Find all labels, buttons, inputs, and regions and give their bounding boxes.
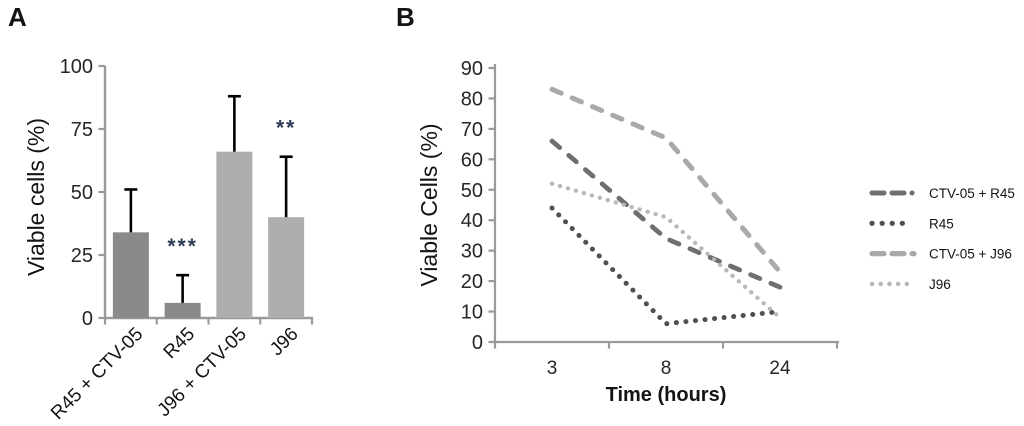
panel-b-x-axis-title: Time (hours) (606, 384, 727, 406)
panel-b-y-tick-label: 30 (461, 241, 483, 263)
panel-a-category-label: J96 + CTV-05 (154, 324, 251, 421)
panel-b-y-tick-label: 60 (461, 149, 483, 171)
panel-b-x-tick-label: 24 (769, 358, 791, 379)
panel-b-y-axis-title: Viable Cells (%) (416, 123, 442, 286)
bar-r45-ctv-05 (112, 232, 149, 318)
panel-b-y-tick-label: 0 (472, 332, 483, 354)
panel-a-y-tick-label: 50 (71, 182, 93, 204)
panel-a-label: A (8, 2, 27, 32)
panel-a-y-tick-label: 0 (82, 308, 93, 330)
series-line-r45 (549, 205, 783, 327)
significance-marker: ** (276, 117, 296, 140)
legend-label-ctv-05-j96: CTV-05 + J96 (929, 247, 1012, 262)
panel-b-x-tick-label: 8 (661, 358, 672, 379)
panel-b-x-tick-label: 3 (547, 358, 558, 379)
bar-j96 (268, 217, 305, 318)
legend-label-j96: J96 (929, 277, 951, 292)
series-line-ctv-05-r45 (549, 138, 783, 290)
panel-b-y-tick-label: 80 (461, 88, 483, 110)
bar-r45 (164, 302, 201, 318)
series-line-ctv-05-j96 (549, 86, 783, 275)
panel-b-y-tick-label: 10 (461, 302, 483, 324)
panel-a-y-tick-label: 25 (71, 245, 93, 267)
panel-a-category-label: R45 + CTV-05 (47, 324, 147, 424)
series-line-j96 (549, 181, 783, 320)
panel-b-y-tick-label: 40 (461, 210, 483, 232)
legend-label-r45: R45 (929, 216, 954, 231)
panel-a-category-label: J96 (266, 324, 303, 361)
legend-label-ctv-05-r45: CTV-05 + R45 (929, 186, 1015, 201)
panel-a-category-label: R45 (160, 324, 199, 363)
panel-b-y-tick-label: 50 (461, 180, 483, 202)
panel-a-y-axis-title: Viable cells (%) (23, 118, 49, 276)
panel-a-y-tick-label: 75 (71, 119, 93, 141)
panel-b-y-tick-label: 90 (461, 58, 483, 80)
panel-b-y-tick-label: 70 (461, 119, 483, 141)
panel-b-y-tick-label: 20 (461, 271, 483, 293)
panel-a-y-tick-label: 100 (60, 56, 93, 78)
panel-b-label: B (396, 2, 415, 32)
bar-j96-ctv-05 (216, 151, 253, 318)
significance-marker: *** (167, 235, 198, 258)
